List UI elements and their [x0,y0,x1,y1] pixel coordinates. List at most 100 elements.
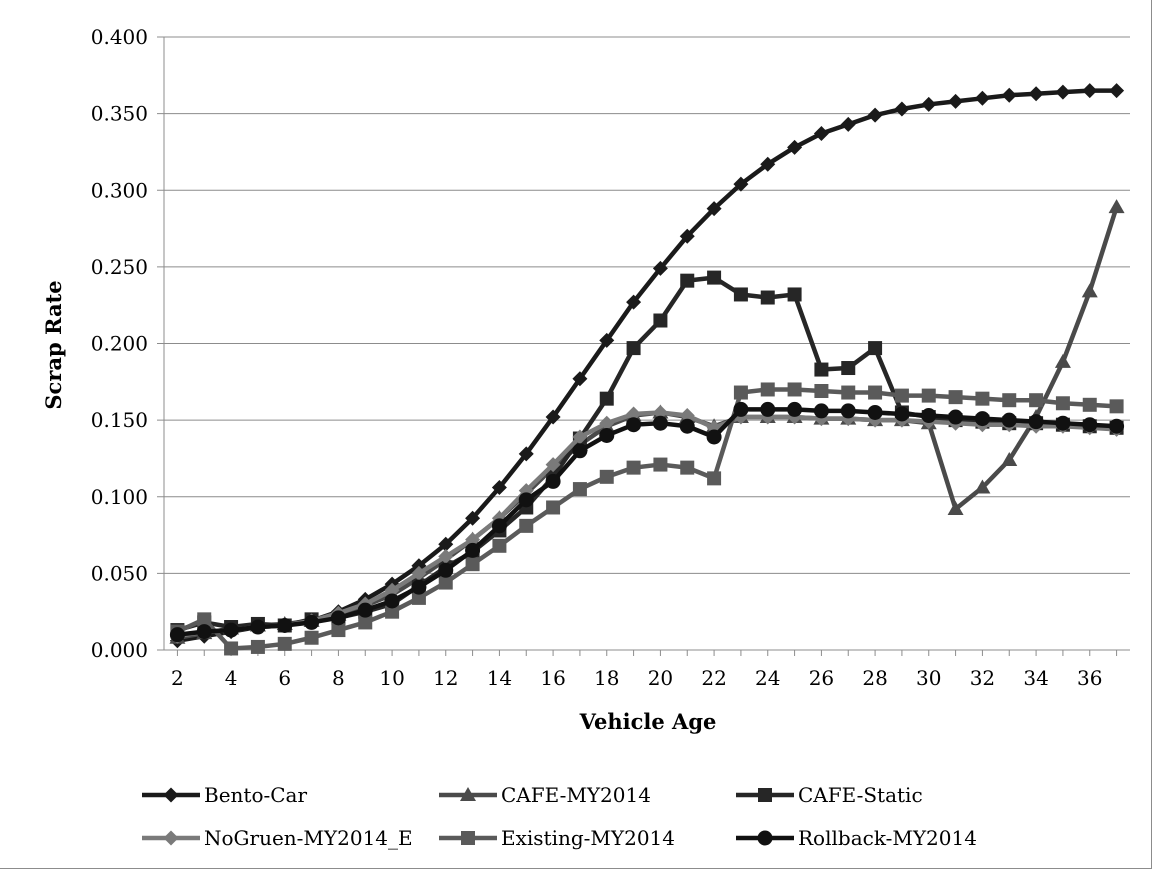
data-point [840,116,856,132]
series-group [169,83,1125,656]
data-point [1082,83,1098,99]
data-point [599,469,614,484]
data-point [491,480,507,496]
legend-label: CAFE-MY2014 [501,783,651,807]
data-point [518,446,534,462]
x-axis-ticks: 2 4 6 8 10 12 14 16 18 20 22 24 26 28 30 32 34 36 [171,650,1118,690]
data-point [894,388,909,403]
data-point [626,460,641,475]
data-point [599,427,615,443]
data-point [787,139,803,155]
data-point [787,287,802,302]
legend-label: Bento-Car [204,783,307,807]
data-point [921,388,936,403]
data-point [760,156,776,172]
data-point [599,391,614,406]
legend-label: Existing-MY2014 [501,826,675,850]
x-tick-label: 2 [171,666,184,690]
data-point [653,457,668,472]
data-point [411,579,427,595]
x-tick-label: 4 [225,666,238,690]
data-point [223,622,239,638]
data-point [680,273,695,288]
data-point [277,636,292,651]
x-tick-label: 16 [540,666,565,690]
data-point [491,518,507,534]
grid-lines [164,36,1130,651]
data-point [1109,418,1125,434]
data-point [867,107,883,123]
series-line [177,407,1117,637]
data-point [652,404,668,420]
data-point [1109,399,1124,414]
data-point [974,411,990,427]
x-tick-label: 14 [487,666,512,690]
data-point [921,96,937,112]
x-tick-label: 20 [648,666,673,690]
series-line [176,275,1117,633]
data-point [384,582,400,598]
data-point [1001,412,1017,428]
data-point [868,385,883,400]
legend-marker [163,787,179,803]
x-tick-label: 18 [594,666,619,690]
data-point [868,341,883,356]
data-point [947,501,964,516]
y-tick-label: 0.100 [91,485,148,509]
data-point [707,270,722,285]
data-point [330,610,346,626]
data-point [974,90,990,106]
data-point [1001,451,1018,466]
data-point [358,615,373,630]
series-3 [169,404,1125,644]
data-point [384,593,400,609]
data-point [1029,393,1044,408]
data-point [1055,415,1071,431]
y-tick-label: 0.200 [91,332,148,356]
data-point [224,641,239,656]
legend-item: Bento-Car [142,783,307,807]
data-point [1001,87,1017,103]
y-tick-label: 0.000 [91,638,148,662]
x-tick-label: 10 [379,666,404,690]
x-tick-label: 12 [433,666,458,690]
y-axis-ticks: 0.000 0.050 0.100 0.150 0.200 0.250 0.300 0.350… [91,25,164,662]
data-point [679,418,695,434]
x-tick-label: 28 [862,666,887,690]
data-point [411,590,426,605]
data-point [357,602,373,618]
series-0 [169,83,1125,649]
data-point [921,408,937,424]
data-point [250,619,266,635]
data-point [1028,86,1044,102]
data-point [948,409,964,425]
data-point [545,457,561,473]
data-point [841,361,856,376]
x-tick-label: 6 [278,666,291,690]
data-point [197,612,212,627]
x-tick-label: 34 [1023,666,1048,690]
data-point [760,290,775,305]
x-tick-label: 22 [701,666,726,690]
data-point [652,415,668,431]
data-point [948,390,963,405]
data-point [1055,396,1070,411]
data-point [1002,393,1017,408]
data-point [626,417,642,433]
data-point [1081,283,1098,298]
data-point [545,473,561,489]
data-point [438,575,453,590]
data-point [760,401,776,417]
data-point [1109,83,1125,99]
data-point [841,385,856,400]
series-line [177,410,1117,639]
data-point [518,492,534,508]
x-axis-title: Vehicle Age [579,709,717,734]
data-point [250,639,265,654]
data-point [679,408,695,424]
data-point [653,313,668,328]
data-point [680,460,695,475]
data-point [1108,199,1125,214]
data-point [304,614,320,630]
